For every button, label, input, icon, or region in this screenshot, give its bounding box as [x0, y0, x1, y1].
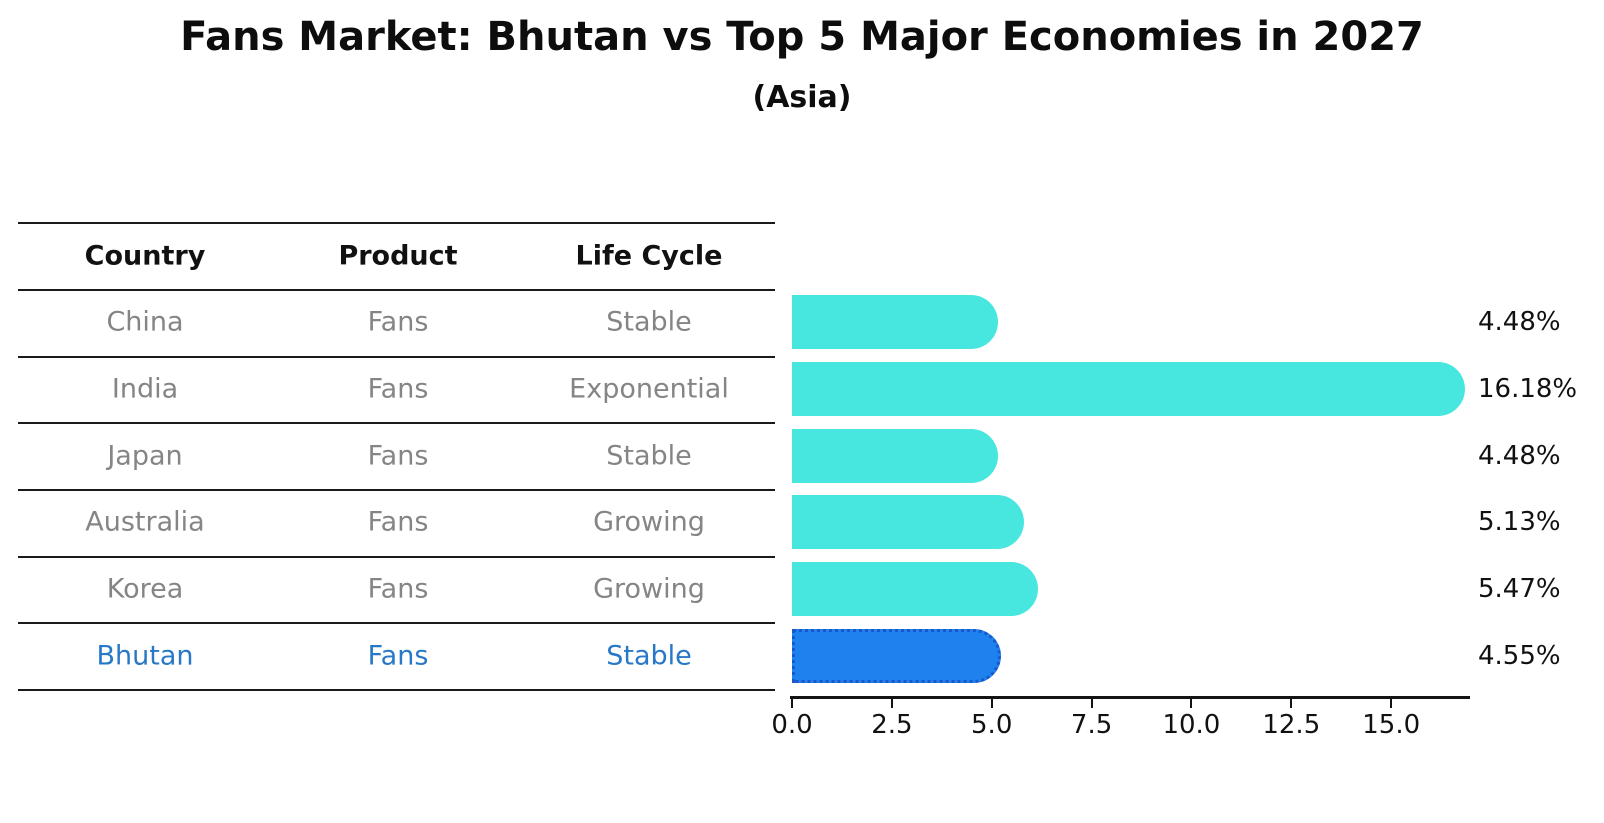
x-tick-label-4: 10.0	[1162, 710, 1221, 740]
table-cell-country-bhutan: Bhutan	[96, 640, 194, 672]
x-tick-mark-5	[1290, 699, 1293, 708]
x-tick-label-0: 0.0	[771, 710, 813, 740]
table-cell-life-cycle-japan: Stable	[606, 440, 692, 472]
x-tick-label-6: 15.0	[1362, 710, 1421, 740]
table-cell-country-japan: Japan	[107, 440, 183, 472]
x-tick-mark-1	[890, 699, 893, 708]
table-rule-0	[18, 222, 775, 224]
table-header-country: Country	[84, 240, 206, 271]
table-rule-1	[18, 289, 775, 291]
value-label-korea: 5.47%	[1478, 574, 1561, 604]
x-tick-mark-4	[1190, 699, 1193, 708]
chart-subtitle: (Asia)	[752, 80, 852, 115]
bar-bhutan	[792, 628, 1001, 683]
table-rule-3	[18, 422, 775, 425]
table-header-product: Product	[338, 240, 458, 271]
table-cell-country-australia: Australia	[85, 506, 205, 538]
table-cell-product-bhutan: Fans	[367, 640, 429, 672]
bar-korea	[792, 562, 1038, 616]
table-rule-7	[18, 689, 775, 691]
value-label-china: 4.48%	[1478, 307, 1561, 338]
x-axis-line	[790, 696, 1470, 699]
table-cell-life-cycle-korea: Growing	[593, 573, 705, 605]
bar-australia	[792, 495, 1024, 550]
table-cell-product-china: Fans	[367, 306, 429, 338]
chart-title: Fans Market: Bhutan vs Top 5 Major Econo…	[180, 14, 1424, 60]
table-cell-country-india: India	[111, 373, 179, 405]
bar-japan	[792, 428, 998, 483]
x-tick-label-3: 7.5	[1070, 710, 1113, 740]
value-label-india: 16.18%	[1478, 374, 1578, 404]
value-label-japan: 4.48%	[1478, 440, 1561, 471]
x-tick-mark-6	[1390, 699, 1393, 708]
table-cell-life-cycle-bhutan: Stable	[606, 640, 692, 672]
table-cell-life-cycle-china: Stable	[606, 306, 692, 338]
x-tick-label-1: 2.5	[871, 710, 913, 740]
table-header-life-cycle: Life Cycle	[575, 240, 723, 271]
table-cell-product-korea: Fans	[367, 573, 429, 605]
x-tick-label-5: 12.5	[1262, 710, 1321, 740]
table-rule-6	[18, 622, 775, 625]
table-cell-product-japan: Fans	[367, 440, 429, 472]
table-cell-product-australia: Fans	[367, 506, 429, 538]
x-tick-mark-3	[1090, 699, 1093, 708]
value-label-australia: 5.13%	[1478, 507, 1561, 538]
bar-china	[792, 295, 998, 350]
x-tick-mark-2	[990, 699, 993, 708]
table-rule-5	[18, 555, 775, 558]
table-cell-product-india: Fans	[367, 373, 429, 405]
table-cell-country-china: China	[106, 306, 184, 338]
table-rule-2	[18, 355, 775, 358]
table-cell-life-cycle-australia: Growing	[593, 506, 705, 538]
value-label-bhutan: 4.55%	[1478, 640, 1561, 671]
bar-india	[792, 362, 1466, 416]
x-tick-label-2: 5.0	[971, 710, 1013, 740]
table-cell-life-cycle-india: Exponential	[569, 373, 729, 405]
x-tick-mark-0	[791, 699, 793, 708]
table-rule-4	[18, 489, 775, 491]
table-cell-country-korea: Korea	[106, 573, 184, 605]
